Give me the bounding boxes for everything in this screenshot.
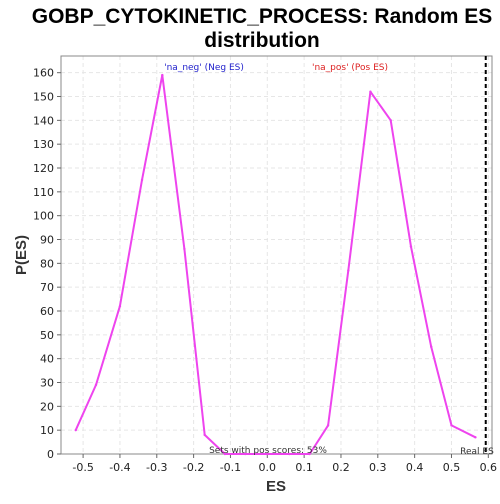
y-tick-label: 30 (40, 377, 54, 390)
y-tick-label: 60 (40, 305, 54, 318)
series-point (389, 119, 391, 121)
x-tick-label: -0.3 (146, 461, 167, 474)
y-tick-label: 160 (33, 67, 54, 80)
x-tick-label: -0.5 (72, 461, 93, 474)
y-tick-label: 120 (33, 162, 54, 175)
series-point (141, 179, 143, 181)
pos-es-annotation: 'na_pos' (Pos ES) (312, 63, 388, 73)
y-tick-label: 110 (33, 186, 54, 199)
x-tick-label: 0.5 (443, 461, 461, 474)
y-tick-label: 100 (33, 210, 54, 223)
plot-area-frame (61, 56, 492, 454)
series-layer (75, 74, 477, 455)
x-tick-label: 0.4 (406, 461, 424, 474)
y-tick-label: 140 (33, 114, 54, 127)
x-tick-label: 0.0 (259, 461, 277, 474)
series-point (474, 436, 476, 438)
x-tick-label: -0.2 (183, 461, 204, 474)
chart-title-line-1: GOBP_CYTOKINETIC_PROCESS: Random ES (32, 5, 493, 28)
x-tick-label: 0.6 (480, 461, 498, 474)
y-tick-label: 40 (40, 353, 54, 366)
series-point (119, 305, 121, 307)
series-point (430, 346, 432, 348)
sets-pos-scores-annotation: Sets with pos scores: 53% (209, 446, 327, 456)
series-point (95, 384, 97, 386)
series-line (76, 75, 476, 454)
series-point (75, 429, 77, 431)
series-point (161, 74, 163, 76)
series-point (450, 424, 452, 426)
y-tick-label: 50 (40, 329, 54, 342)
neg-es-annotation: 'na_neg' (Neg ES) (164, 63, 244, 73)
y-tick-label: 130 (33, 138, 54, 151)
grid (61, 56, 492, 454)
y-axis-label: P(ES) (13, 235, 30, 275)
x-tick-label: 0.2 (332, 461, 350, 474)
series-point (347, 269, 349, 271)
y-tick-label: 150 (33, 91, 54, 104)
chart-title-line-2: distribution (204, 29, 319, 52)
real-es-annotation: Real ES (460, 447, 494, 457)
series-point (203, 434, 205, 436)
y-tick-label: 20 (40, 400, 54, 413)
series-point (410, 245, 412, 247)
x-tick-label: -0.1 (220, 461, 241, 474)
x-tick-label: 0.3 (369, 461, 387, 474)
series-point (183, 248, 185, 250)
x-axis-label: ES (266, 478, 286, 495)
series-point (369, 91, 371, 93)
axis-ticks: -0.5 -0.4 -0.3 -0.2 -0.1 0.0 0.1 0.2 0.3 0.4 0.5 0.… (33, 67, 497, 474)
y-tick-label: 70 (40, 281, 54, 294)
y-tick-label: 10 (40, 424, 54, 437)
x-tick-label: 0.1 (295, 461, 313, 474)
series-point (327, 424, 329, 426)
y-tick-label: 90 (40, 234, 54, 247)
x-tick-label: -0.4 (109, 461, 130, 474)
y-tick-label: 80 (40, 257, 54, 270)
y-tick-label: 0 (47, 448, 54, 461)
